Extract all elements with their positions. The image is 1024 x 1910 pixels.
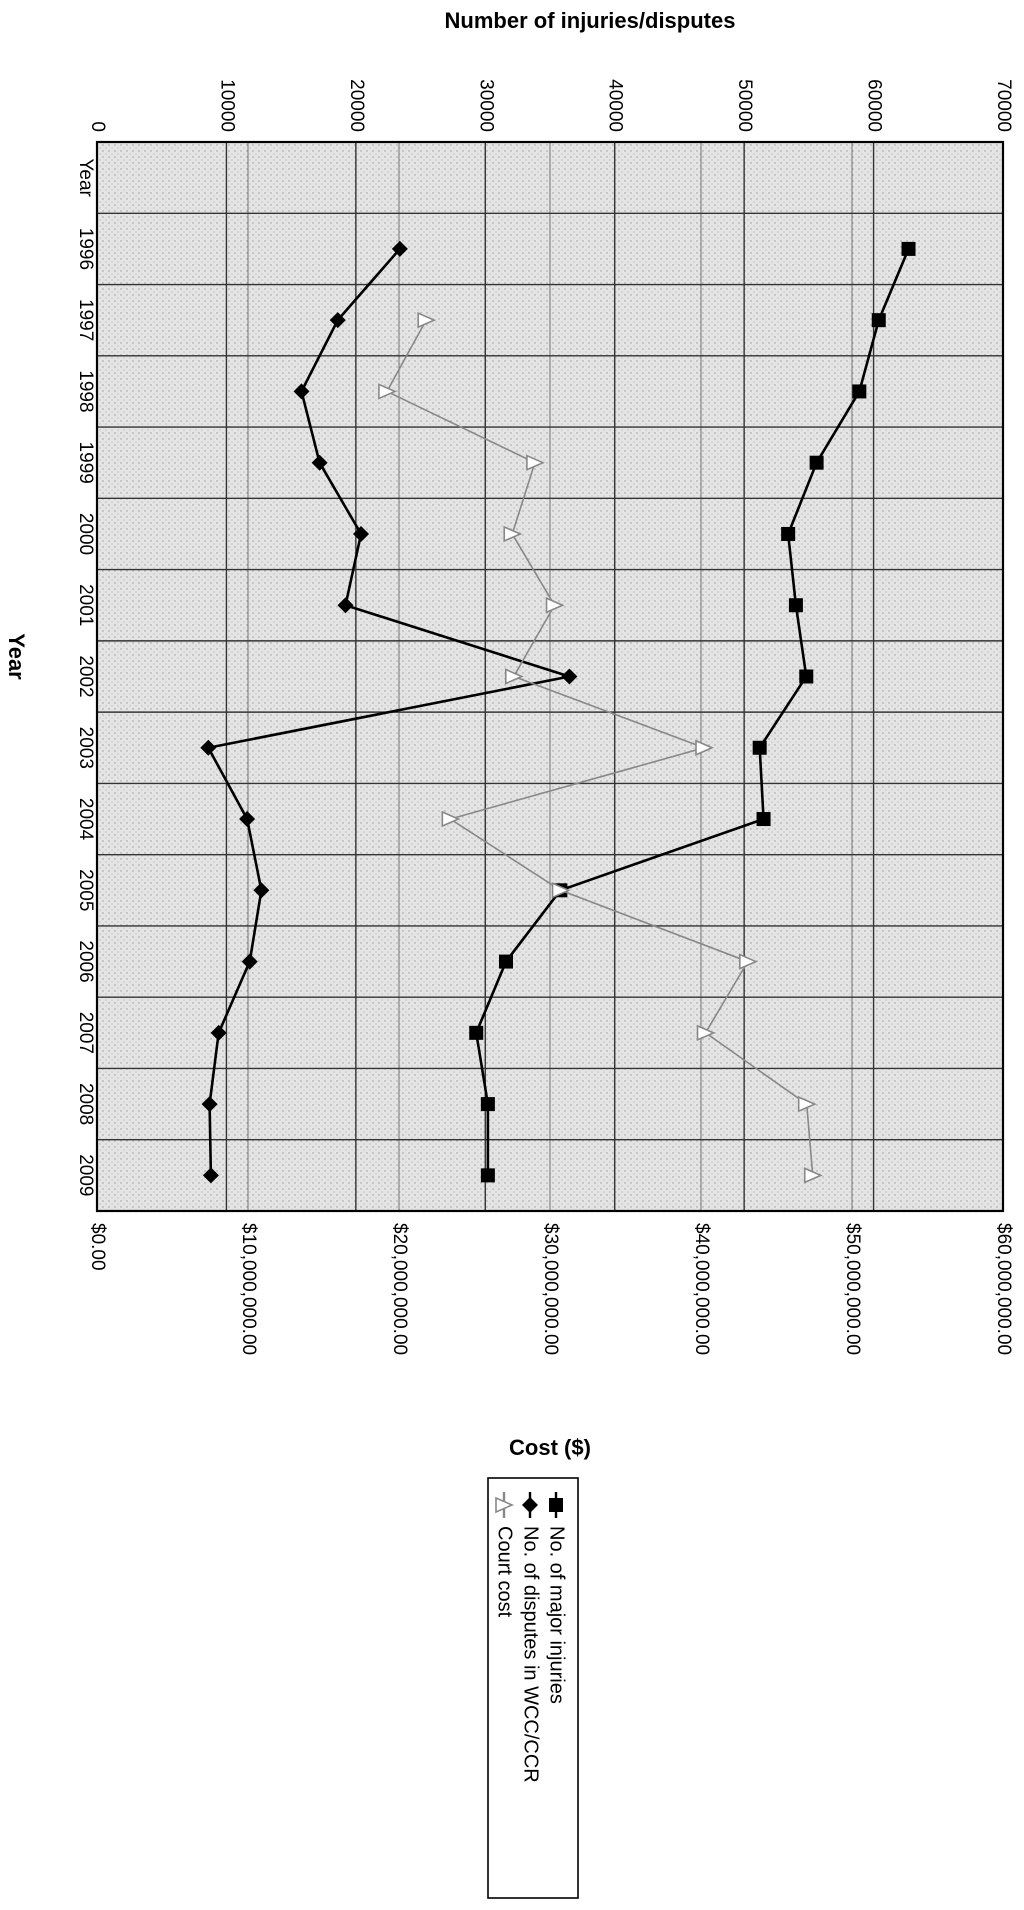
- category-tick-label: 1998: [75, 370, 96, 412]
- series-point: [469, 1025, 484, 1040]
- series-point: [417, 311, 437, 329]
- series-point: [561, 668, 578, 685]
- series-line: [206, 248, 570, 1176]
- series-point: [337, 597, 354, 614]
- legend-label: No. of disputes in WCC/CCR: [520, 1526, 542, 1783]
- series-point: [353, 525, 370, 542]
- series-point: [210, 1024, 227, 1041]
- legend-label: No. of major injuries: [546, 1526, 568, 1704]
- series-line: [474, 248, 910, 1176]
- count-tick-label: 50000: [734, 79, 755, 132]
- series-point: [239, 811, 256, 828]
- category-tick-label: 1996: [75, 228, 96, 270]
- series-point: [241, 953, 258, 970]
- series-point: [739, 953, 758, 970]
- series-point: [781, 526, 796, 541]
- series-point: [799, 669, 814, 684]
- series-layer: [200, 240, 916, 1184]
- series-point: [871, 313, 886, 328]
- series-point: [329, 312, 346, 329]
- series-point: [293, 383, 310, 400]
- series-point: [696, 1024, 716, 1042]
- category-tick-label: 2008: [75, 1083, 96, 1125]
- series-point: [201, 1096, 218, 1113]
- cost-axis-title: Cost ($): [509, 1435, 591, 1460]
- series-point: [503, 525, 523, 543]
- legend-swatch-marker: [522, 1497, 538, 1513]
- series-point: [498, 954, 513, 969]
- series-point: [504, 668, 524, 685]
- category-tick-label: 2004: [75, 798, 96, 841]
- count-tick-label: 10000: [216, 79, 237, 132]
- series-point: [752, 740, 767, 755]
- series-point: [200, 739, 217, 756]
- series-point: [202, 1167, 219, 1184]
- series-point: [480, 1168, 495, 1183]
- category-tick-label: Year: [75, 158, 96, 197]
- series-point: [551, 882, 571, 899]
- category-tick-label: 2001: [75, 584, 96, 626]
- count-tick-label: 60000: [864, 79, 885, 132]
- cost-tick-label: $40,000,000.00: [691, 1223, 712, 1355]
- legend-label: Court cost: [494, 1526, 516, 1618]
- count-tick-label: 20000: [346, 79, 367, 132]
- count-tick-label: 30000: [475, 79, 496, 132]
- count-tick-label: 0: [87, 121, 108, 132]
- category-tick-label: 1999: [75, 442, 96, 484]
- count-tick-label: 40000: [605, 79, 626, 132]
- series-point: [809, 455, 824, 470]
- series-point: [526, 454, 545, 471]
- category-tick-label: 2006: [75, 940, 96, 982]
- axes: 0 10000 20000 30000 40000 50000 60000 70000 $0.0…: [4, 8, 1014, 1460]
- series-point: [695, 739, 715, 756]
- series-point: [788, 598, 803, 613]
- series-3: [378, 311, 823, 1184]
- category-tick-label: 2007: [75, 1012, 96, 1054]
- cost-tick-label: $0.00: [87, 1223, 108, 1271]
- category-tick-label: 2002: [75, 655, 96, 697]
- cost-tick-label: $10,000,000.00: [238, 1223, 259, 1355]
- series-point: [311, 454, 328, 471]
- legend-swatch-marker: [495, 1496, 514, 1514]
- x-axis-title: Year: [4, 633, 29, 680]
- category-tick-label: 2005: [75, 869, 96, 911]
- series-point: [803, 1167, 823, 1184]
- series-point: [441, 810, 461, 828]
- cost-tick-label: $20,000,000.00: [389, 1223, 410, 1355]
- cost-tick-label: $60,000,000.00: [993, 1223, 1014, 1355]
- category-tick-label: 1997: [75, 299, 96, 341]
- series-point: [797, 1095, 817, 1113]
- count-tick-label: 70000: [993, 79, 1014, 132]
- series-point: [852, 384, 867, 399]
- series-point: [480, 1097, 495, 1112]
- legend-swatch-marker: [549, 1498, 563, 1512]
- plot-border: [95, 140, 1005, 1213]
- series-point: [901, 241, 916, 256]
- series-point: [378, 383, 397, 400]
- series-point: [545, 597, 565, 614]
- count-axis-title: Number of injuries/disputes: [445, 8, 736, 33]
- category-tick-label: 2000: [75, 513, 96, 555]
- series-point: [756, 812, 771, 827]
- category-tick-label: 2009: [75, 1154, 96, 1196]
- category-tick-label: 2003: [75, 727, 96, 769]
- legend-box: [487, 1477, 579, 1899]
- series-point: [391, 240, 408, 257]
- series-2: [200, 240, 578, 1184]
- cost-tick-label: $30,000,000.00: [540, 1223, 561, 1355]
- cost-tick-label: $50,000,000.00: [842, 1223, 863, 1355]
- series-point: [253, 882, 270, 899]
